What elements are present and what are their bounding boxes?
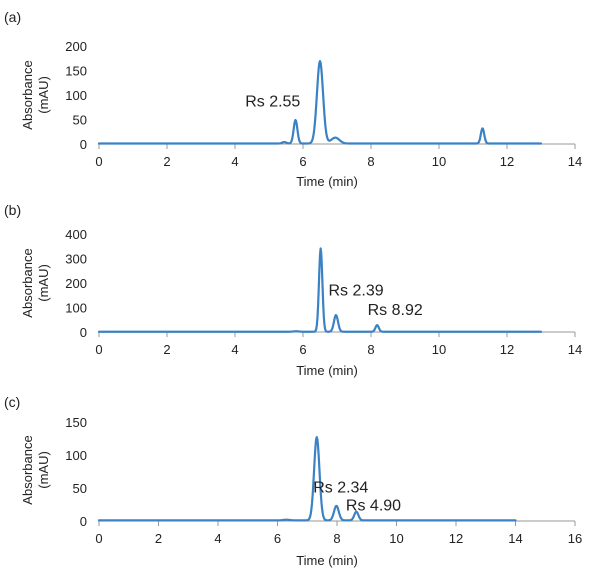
x-tick-label: 12 [500,154,514,169]
x-tick-label: 8 [367,154,374,169]
y-tick-label: 0 [80,325,87,340]
y-tick-label: 200 [65,276,87,291]
x-tick-label: 4 [231,342,238,357]
x-tick-label: 8 [333,531,340,546]
panel-label: (c) [4,394,20,410]
x-axis-title: Time (min) [296,174,358,189]
x-tick-label: 4 [214,531,221,546]
x-tick-label: 10 [432,342,446,357]
resolution-annotation: Rs 8.92 [368,302,423,319]
x-tick-label: 14 [568,154,582,169]
y-tick-label: 100 [65,301,87,316]
y-tick-label: 400 [65,227,87,242]
chart-panel-3: (c) 0 2 4 6 8 10 12 14 16 0 50 100 150 Time (min) Absor… [4,394,582,568]
chart-panel-2: (b) 0 2 4 6 8 10 12 14 0 100 200 300 400 Time (min) Abs… [4,202,582,378]
x-axis-title: Time (min) [296,363,358,378]
x-tick-label: 0 [95,531,102,546]
panel-label: (a) [4,9,21,25]
resolution-annotation: Rs 2.39 [329,282,384,299]
x-tick-label: 2 [155,531,162,546]
x-tick-label: 10 [389,531,403,546]
y-tick-label: 200 [65,39,87,54]
y-tick-label: 0 [80,137,87,152]
panel-label: (b) [4,202,21,218]
y-tick-label: 150 [65,415,87,430]
y-tick-label: 50 [73,113,87,128]
x-tick-label: 2 [163,342,170,357]
x-tick-label: 12 [500,342,514,357]
x-tick-label: 14 [508,531,522,546]
y-tick-label: 100 [65,88,87,103]
y-axis-title-line: (mAU) [36,264,51,302]
y-axis-title: Absorbance(mAU) [20,435,51,504]
series-line-1 [97,247,543,333]
y-tick-label: 50 [73,481,87,496]
y-axis-title-line: (mAU) [36,76,51,114]
x-tick-label: 0 [95,342,102,357]
x-tick-label: 4 [231,154,238,169]
x-tick-label: 0 [95,154,102,169]
chart-panel-1: (a) 0 2 4 6 8 10 12 14 0 50 100 150 200 Time (min) Abso… [4,9,582,189]
x-tick-label: 14 [568,342,582,357]
y-tick-label: 100 [65,448,87,463]
x-axis-title: Time (min) [296,553,358,568]
y-tick-label: 300 [65,252,87,267]
series-line-1 [97,60,543,145]
x-tick-label: 2 [163,154,170,169]
y-axis-title: Absorbance(mAU) [20,248,51,317]
y-axis-title-line: Absorbance [20,435,35,504]
x-tick-label: 12 [449,531,463,546]
y-axis-title-line: Absorbance [20,248,35,317]
y-tick-label: 150 [65,64,87,79]
resolution-annotation: Rs 2.55 [245,93,300,110]
x-tick-label: 10 [432,154,446,169]
x-tick-label: 6 [274,531,281,546]
y-axis-title-line: Absorbance [20,60,35,129]
resolution-annotation: Rs 2.34 [313,480,368,497]
resolution-annotation: Rs 4.90 [346,497,401,514]
y-axis-title-line: (mAU) [36,451,51,489]
x-tick-label: 16 [568,531,582,546]
series-line-1 [97,436,517,522]
x-tick-label: 6 [299,342,306,357]
x-tick-label: 8 [367,342,374,357]
y-axis-title: Absorbance(mAU) [20,60,51,129]
x-tick-label: 6 [299,154,306,169]
y-tick-label: 0 [80,514,87,529]
